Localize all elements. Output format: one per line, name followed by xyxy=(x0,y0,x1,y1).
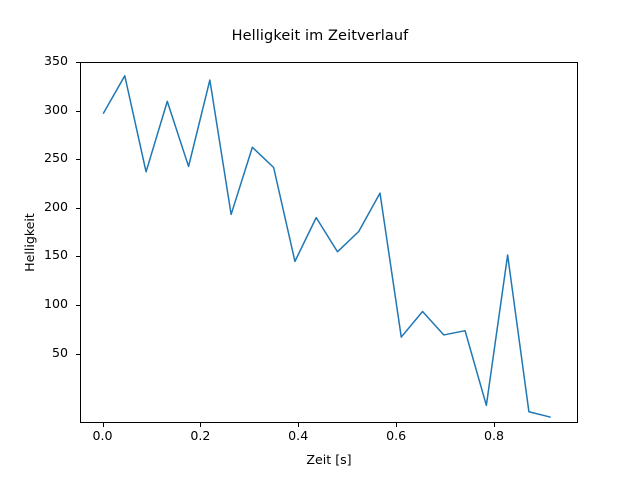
ytick-label-150: 150 xyxy=(43,247,68,263)
xtick-label-0.8: 0.8 xyxy=(483,428,505,443)
ytick-label-50: 50 xyxy=(51,344,68,360)
ytick-label-200: 200 xyxy=(43,198,68,214)
data-line xyxy=(102,75,551,418)
x-axis-label: Zeit [s] xyxy=(306,452,352,467)
data-line-svg xyxy=(102,75,551,418)
ytick-label-300: 300 xyxy=(43,101,68,117)
xtick-label-0.0: 0.0 xyxy=(92,428,113,443)
y-axis-label: Helligkeit xyxy=(22,213,37,272)
xtick-label-0.2: 0.2 xyxy=(190,428,211,443)
ytick-label-250: 250 xyxy=(43,150,68,166)
ytick-label-100: 100 xyxy=(43,296,68,311)
xtick-label-0.6: 0.6 xyxy=(386,428,407,443)
plot-area xyxy=(80,62,578,423)
ytick-label-350: 350 xyxy=(43,53,68,68)
xtick-label-0.4: 0.4 xyxy=(288,428,309,443)
chart-title: Helligkeit im Zeitverlauf xyxy=(231,28,409,44)
